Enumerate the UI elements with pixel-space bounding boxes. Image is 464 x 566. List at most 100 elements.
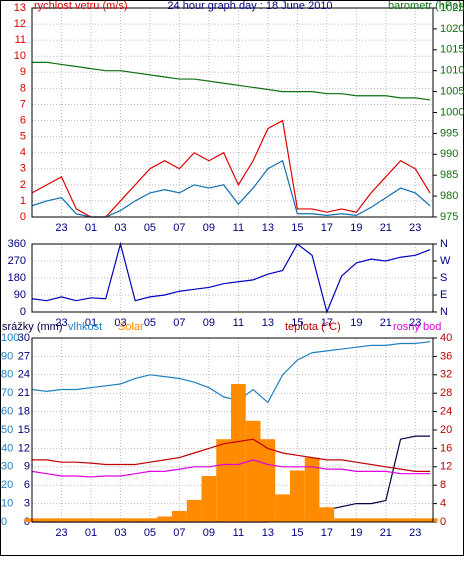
y2-tick-label: 20 (440, 424, 452, 436)
legend-entry: teplota (°C) (285, 321, 341, 333)
y2-tick-label: 1015 (440, 44, 464, 56)
solar-bar (98, 518, 114, 522)
y3-tick-label: 6 (24, 479, 30, 491)
x-tick-label: 15 (291, 527, 303, 539)
y-tick-label: 10 (1, 498, 13, 510)
y2-tick-label: 980 (440, 190, 458, 202)
y-tick-label: 30 (1, 461, 13, 473)
y2-tick-label: 0 (440, 516, 446, 528)
y3-tick-label: 27 (18, 350, 30, 362)
y-tick-label: 11 (15, 34, 26, 46)
x-tick-label: 23 (55, 222, 67, 234)
y-tick-label: 90 (1, 350, 13, 362)
y-tick-label: 1 (20, 195, 26, 207)
solar-bar (319, 507, 335, 522)
x-tick-label: 23 (55, 317, 67, 329)
y-tick-label: 12 (14, 18, 26, 30)
y2-tick-label: 16 (440, 442, 452, 454)
x-tick-label: 11 (233, 317, 244, 329)
y-tick-label: 4 (20, 147, 26, 159)
solar-bar (186, 499, 202, 522)
plot-border (31, 243, 434, 313)
x-tick-label: 15 (291, 222, 303, 234)
y2-tick-label: 8 (440, 479, 446, 491)
y2-tick-label: 1005 (440, 86, 464, 98)
x-tick-label: 13 (262, 317, 274, 329)
solar-bar (245, 420, 261, 522)
y2-tick-label: E (440, 289, 447, 301)
solar-bar (157, 516, 173, 522)
solar-bar (363, 518, 379, 522)
y-tick-label: 60 (1, 406, 13, 418)
y3-tick-label: 9 (24, 461, 30, 473)
y-tick-label: 360 (8, 238, 26, 250)
x-tick-label: 01 (85, 317, 97, 329)
solar-bar (54, 518, 69, 522)
y-tick-label: 100 (1, 332, 19, 344)
y2-tick-label: 4 (440, 498, 446, 510)
y2-tick-label: 1010 (440, 65, 464, 77)
y-tick-label: 3 (20, 163, 26, 175)
y-tick-label: 50 (1, 424, 13, 436)
x-tick-label: 13 (262, 222, 274, 234)
legend-entry: srážky (mm) (2, 321, 63, 333)
y-tick-label: 270 (8, 255, 26, 267)
legend-entry: Solar (118, 321, 144, 333)
solar-bar (127, 518, 143, 522)
solar-bar (216, 439, 232, 522)
y-tick-label: 6 (20, 114, 26, 126)
y2-axis-label: barometr (hPa) (388, 0, 462, 12)
series-line (31, 459, 431, 478)
x-tick-label: 19 (350, 527, 362, 539)
y-tick-label: 2 (20, 179, 26, 191)
x-tick-label: 09 (203, 222, 215, 234)
y-axis-label: rychlost vetru (m/s) (34, 0, 128, 12)
solar-bar (201, 476, 217, 522)
y2-tick-label: 1000 (440, 106, 464, 118)
y-tick-label: 0 (20, 306, 26, 318)
y-tick-label: 5 (20, 131, 26, 143)
x-tick-label: 23 (409, 527, 421, 539)
x-tick-label: 01 (85, 222, 97, 234)
y2-tick-label: 12 (440, 461, 452, 473)
y-tick-label: 40 (1, 442, 13, 454)
solar-bar (172, 510, 187, 522)
x-tick-label: 23 (409, 317, 421, 329)
x-tick-label: 21 (380, 222, 392, 234)
plot-border (31, 337, 434, 523)
x-tick-label: 07 (173, 527, 185, 539)
y2-tick-label: 24 (440, 406, 452, 418)
y-tick-label: 10 (14, 50, 26, 62)
legend-entry: vlhkost (68, 321, 102, 333)
x-tick-label: 17 (321, 527, 333, 539)
y3-tick-label: 21 (18, 387, 30, 399)
y2-tick-label: 1020 (440, 23, 464, 35)
y2-tick-label: W (440, 255, 451, 267)
legend-entry: rosný bod (393, 321, 441, 333)
y-tick-label: 70 (1, 387, 13, 399)
y3-tick-label: 12 (18, 442, 30, 454)
solar-bar (334, 518, 349, 522)
y2-tick-label: N (440, 238, 448, 250)
solar-bar (83, 518, 99, 522)
y-tick-label: 7 (20, 98, 26, 110)
x-tick-label: 05 (144, 317, 156, 329)
x-tick-label: 05 (144, 222, 156, 234)
x-tick-label: 03 (114, 527, 126, 539)
y2-tick-label: 28 (440, 387, 452, 399)
x-tick-label: 19 (350, 222, 362, 234)
series-line (32, 438, 431, 472)
y2-tick-label: 975 (440, 211, 458, 223)
x-tick-label: 15 (291, 317, 303, 329)
y3-tick-label: 24 (18, 369, 30, 381)
solar-bar (348, 518, 364, 522)
x-tick-label: 03 (114, 317, 126, 329)
solar-bar (142, 518, 158, 522)
x-tick-label: 11 (233, 527, 244, 539)
solar-bar (39, 518, 55, 522)
solar-bar (289, 470, 305, 522)
y3-tick-label: 3 (24, 498, 30, 510)
y-tick-label: 90 (14, 289, 26, 301)
x-tick-label: 01 (85, 527, 97, 539)
solar-bar (422, 518, 438, 522)
